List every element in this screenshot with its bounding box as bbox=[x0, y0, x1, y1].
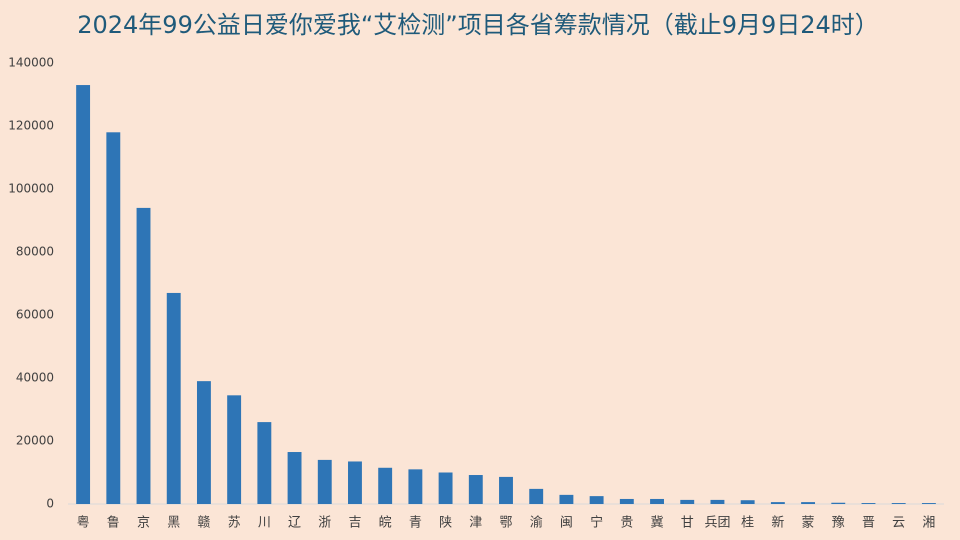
x-tick-label: 粤 bbox=[77, 515, 90, 531]
x-tick-label: 闽 bbox=[560, 516, 573, 531]
bar bbox=[166, 292, 181, 504]
bar bbox=[438, 472, 453, 504]
bar bbox=[317, 459, 332, 504]
x-tick-label: 晋 bbox=[862, 516, 875, 531]
x-tick-label: 甘 bbox=[681, 516, 694, 531]
x-tick-label: 兵团 bbox=[704, 516, 730, 531]
bar bbox=[257, 422, 272, 504]
y-tick-label: 80000 bbox=[16, 245, 54, 259]
bar bbox=[378, 467, 393, 504]
bar bbox=[861, 503, 876, 504]
x-tick-label: 津 bbox=[469, 516, 482, 531]
bar bbox=[891, 503, 906, 504]
bar bbox=[76, 85, 91, 505]
y-tick-label: 60000 bbox=[16, 308, 54, 322]
bar bbox=[589, 496, 604, 504]
bar bbox=[801, 502, 816, 504]
x-tick-label: 京 bbox=[137, 516, 150, 531]
bar bbox=[136, 207, 151, 504]
bar bbox=[499, 476, 513, 504]
x-tick-label: 冀 bbox=[651, 515, 664, 531]
x-tick-label: 浙 bbox=[318, 516, 331, 531]
bar bbox=[408, 469, 423, 504]
bar bbox=[106, 132, 121, 505]
x-tick-label: 宁 bbox=[590, 515, 603, 531]
x-tick-label: 蒙 bbox=[802, 516, 815, 531]
x-tick-label: 桂 bbox=[741, 516, 754, 531]
x-tick-label: 辽 bbox=[288, 516, 301, 531]
chart-title: 2024年99公益日爱你爱我“艾检测”项目各省筹款情况（截止9月9日24时） bbox=[77, 11, 879, 39]
x-tick-label: 云 bbox=[892, 516, 905, 531]
x-tick-label: 新 bbox=[771, 515, 784, 531]
x-tick-label: 渝 bbox=[530, 515, 543, 531]
y-tick-label: 40000 bbox=[16, 371, 54, 385]
x-tick-label: 鲁 bbox=[107, 516, 120, 531]
x-tick-label: 豫 bbox=[832, 516, 845, 531]
bar bbox=[227, 395, 242, 504]
bar bbox=[348, 461, 362, 504]
bar bbox=[468, 475, 483, 504]
y-tick-label: 20000 bbox=[16, 434, 54, 448]
bar bbox=[529, 488, 544, 504]
x-tick-label: 苏 bbox=[228, 515, 241, 531]
x-tick-label: 赣 bbox=[197, 516, 210, 531]
x-tick-label: 陕 bbox=[439, 516, 452, 531]
bar bbox=[619, 498, 634, 504]
bar bbox=[710, 499, 725, 504]
x-tick-label: 皖 bbox=[379, 516, 392, 531]
bar bbox=[921, 503, 936, 504]
y-tick-label: 140000 bbox=[8, 56, 54, 70]
x-tick-label: 黑 bbox=[167, 516, 180, 531]
bar bbox=[559, 494, 574, 504]
x-tick-label: 贵 bbox=[620, 516, 633, 531]
bar bbox=[831, 502, 846, 504]
bar bbox=[680, 499, 695, 504]
y-tick-label: 120000 bbox=[8, 119, 54, 133]
x-tick-label: 青 bbox=[409, 516, 422, 531]
y-tick-label: 100000 bbox=[8, 182, 54, 196]
x-tick-label: 鄂 bbox=[499, 516, 512, 531]
x-tick-label: 湘 bbox=[922, 516, 935, 531]
bar bbox=[770, 502, 785, 504]
y-tick-label: 0 bbox=[46, 497, 54, 511]
bar bbox=[650, 498, 664, 504]
bar bbox=[196, 381, 211, 504]
x-tick-label: 川 bbox=[258, 516, 271, 531]
bar bbox=[740, 500, 755, 504]
x-tick-label: 吉 bbox=[348, 516, 361, 531]
bar bbox=[287, 452, 302, 504]
